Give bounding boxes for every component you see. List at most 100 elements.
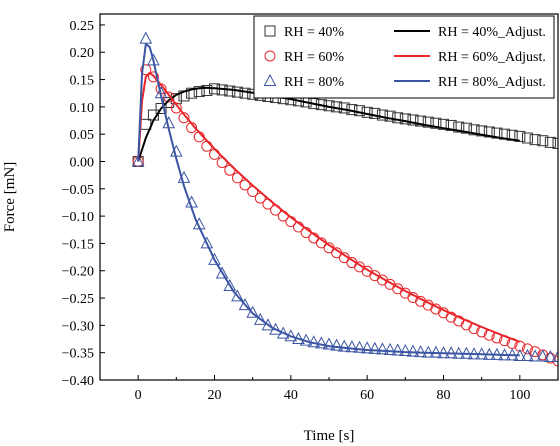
data-point bbox=[552, 137, 558, 149]
data-point bbox=[536, 349, 550, 362]
y-tick-label: 0.00 bbox=[70, 155, 95, 170]
data-point bbox=[201, 84, 213, 96]
data-point bbox=[468, 124, 480, 136]
y-tick-label: 0.25 bbox=[70, 19, 95, 34]
data-point bbox=[430, 117, 442, 129]
plot-frame bbox=[99, 13, 559, 381]
x-tick-label: 0 bbox=[135, 388, 142, 403]
y-tick-label: 0.20 bbox=[70, 46, 95, 61]
x-tick-label: 80 bbox=[437, 388, 451, 403]
data-point bbox=[376, 342, 389, 355]
data-point bbox=[140, 64, 152, 76]
data-point bbox=[238, 298, 252, 311]
data-point bbox=[131, 154, 145, 167]
data-point bbox=[330, 338, 343, 351]
data-point bbox=[407, 114, 419, 126]
data-point bbox=[253, 312, 267, 325]
data-point bbox=[476, 125, 488, 137]
data-point bbox=[460, 122, 472, 134]
data-point bbox=[368, 341, 382, 354]
data-point bbox=[155, 103, 167, 115]
y-tick-label: −0.20 bbox=[62, 265, 94, 280]
data-point bbox=[544, 349, 557, 363]
y-axis-ticks: 0.25 0.20 0.15 0.10 0.05 0.00 −0.05 −0.10 −0.15 −… bbox=[62, 19, 105, 389]
data-point bbox=[544, 352, 556, 364]
y-tick-label: 0.10 bbox=[70, 101, 95, 116]
data-point bbox=[383, 342, 397, 355]
legend-label: RH = 40%_Adjust. bbox=[438, 25, 546, 40]
data-point bbox=[415, 115, 427, 127]
data-point bbox=[392, 112, 404, 124]
fit-line bbox=[137, 43, 520, 357]
data-point bbox=[414, 345, 427, 358]
data-point bbox=[200, 236, 214, 249]
plot-area: 0 20 40 60 80 100 0.25 0.20 0.15 0.10 0.05 0.00 −0.… bbox=[62, 13, 559, 403]
legend-label: RH = 40% bbox=[284, 25, 344, 40]
data-point bbox=[360, 341, 374, 354]
y-tick-label: −0.35 bbox=[62, 347, 94, 362]
data-point bbox=[209, 148, 220, 160]
data-point bbox=[422, 116, 434, 128]
data-point bbox=[551, 349, 558, 363]
data-point bbox=[399, 343, 412, 357]
legend: RH = 40% RH = 40%_Adjust. RH = 60% RH = 60%… bbox=[253, 15, 555, 99]
data-point bbox=[438, 118, 449, 130]
data-point bbox=[139, 31, 153, 44]
data-point bbox=[147, 71, 159, 83]
data-point bbox=[239, 179, 251, 191]
y-tick-label: −0.10 bbox=[62, 210, 94, 225]
y-tick-label: −0.30 bbox=[62, 319, 94, 334]
x-tick-label: 20 bbox=[208, 388, 222, 403]
data-point bbox=[353, 340, 366, 353]
data-point bbox=[399, 113, 411, 125]
data-point bbox=[529, 346, 541, 358]
data-point bbox=[521, 348, 534, 361]
data-point bbox=[345, 340, 359, 353]
data-point bbox=[544, 136, 556, 148]
data-point bbox=[193, 86, 205, 98]
y-axis-label: Force [mN] bbox=[2, 162, 18, 232]
data-point bbox=[178, 112, 190, 124]
y-tick-label: 0.05 bbox=[70, 128, 95, 143]
data-point bbox=[170, 102, 182, 114]
fit-line bbox=[137, 72, 521, 343]
data-point bbox=[201, 140, 213, 152]
data-point bbox=[231, 172, 243, 184]
data-point bbox=[261, 318, 275, 331]
legend-label: RH = 60% bbox=[284, 50, 344, 65]
data-point bbox=[537, 135, 549, 147]
data-point bbox=[186, 87, 198, 99]
data-point bbox=[391, 343, 405, 356]
data-point bbox=[246, 305, 259, 318]
data-point bbox=[384, 110, 396, 122]
y-tick-label: −0.25 bbox=[62, 292, 94, 307]
legend-label: RH = 60%_Adjust. bbox=[438, 50, 546, 65]
legend-label: RH = 80% bbox=[284, 75, 344, 90]
y-tick-label: −0.40 bbox=[62, 374, 94, 389]
x-tick-label: 100 bbox=[509, 388, 530, 403]
data-point bbox=[406, 344, 420, 357]
data-point bbox=[528, 349, 542, 362]
data-point bbox=[514, 130, 526, 142]
data-point bbox=[521, 132, 533, 144]
x-tick-label: 60 bbox=[360, 388, 374, 403]
data-point bbox=[322, 337, 336, 350]
data-point bbox=[337, 339, 351, 352]
data-point bbox=[453, 121, 465, 133]
y-tick-label: −0.05 bbox=[62, 183, 94, 198]
data-point bbox=[369, 107, 381, 119]
x-axis-ticks: 0 20 40 60 80 100 bbox=[99, 375, 559, 403]
y-tick-label: −0.15 bbox=[62, 237, 94, 252]
data-point bbox=[529, 134, 541, 146]
data-point bbox=[521, 343, 533, 355]
legend-marker bbox=[263, 73, 277, 86]
data-point bbox=[208, 252, 221, 265]
series-layer bbox=[131, 31, 558, 367]
y-tick-label: 0.15 bbox=[70, 74, 95, 89]
x-tick-label: 40 bbox=[284, 388, 298, 403]
legend-marker bbox=[264, 25, 276, 37]
data-point bbox=[231, 289, 244, 302]
data-point bbox=[215, 266, 229, 279]
x-axis-label: Time [s] bbox=[304, 428, 355, 444]
